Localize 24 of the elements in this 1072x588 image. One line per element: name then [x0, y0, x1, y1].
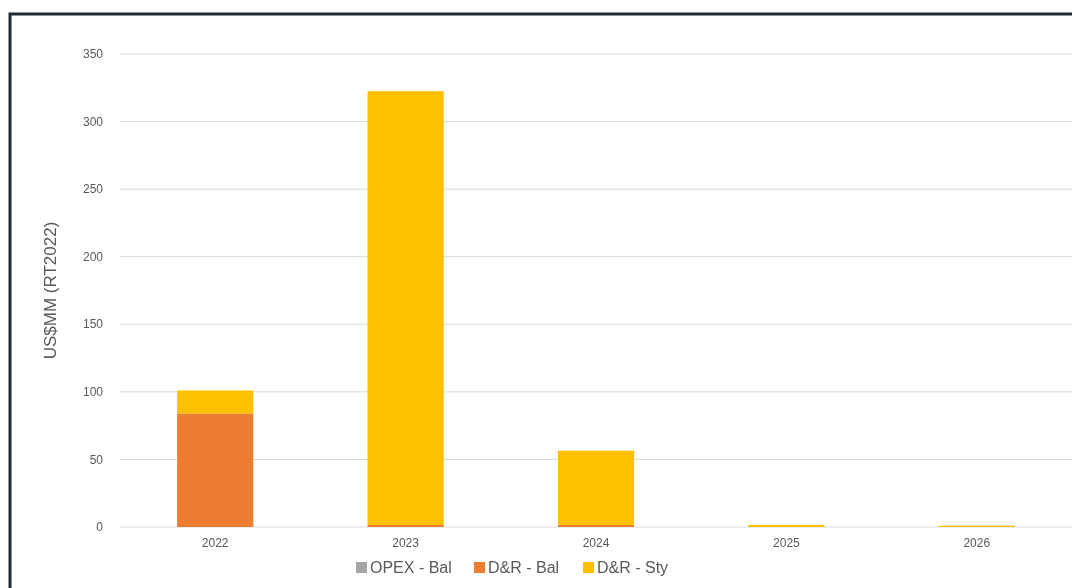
y-tick-label: 150: [82, 317, 104, 332]
bar: [177, 413, 254, 527]
y-tick-label: 300: [82, 114, 104, 129]
y-tick-label: 350: [82, 47, 104, 62]
bar: [177, 390, 254, 414]
x-tick-label: 2026: [963, 536, 991, 550]
y-axis-title: US$MM (RT2022): [41, 221, 60, 360]
y-tick-label: 200: [82, 249, 104, 264]
y-tick-label: 0: [96, 520, 104, 535]
bar: [557, 524, 635, 527]
x-tick-label: 2024: [582, 536, 610, 550]
y-tick-label: 50: [89, 452, 104, 467]
x-tick-label: 2025: [773, 536, 801, 550]
legend-label: OPEX - Bal: [370, 559, 452, 576]
bar: [367, 524, 444, 527]
legend-label: D&R - Sty: [597, 559, 669, 576]
legend-label: D&R - Bal: [488, 559, 560, 576]
bar: [557, 450, 635, 525]
x-tick-label: 2023: [392, 536, 420, 550]
x-tick-label: 2022: [201, 536, 229, 550]
y-tick-label: 100: [82, 385, 104, 400]
y-tick-label: 250: [82, 182, 104, 197]
bar: [748, 524, 825, 527]
bar: [367, 91, 444, 525]
